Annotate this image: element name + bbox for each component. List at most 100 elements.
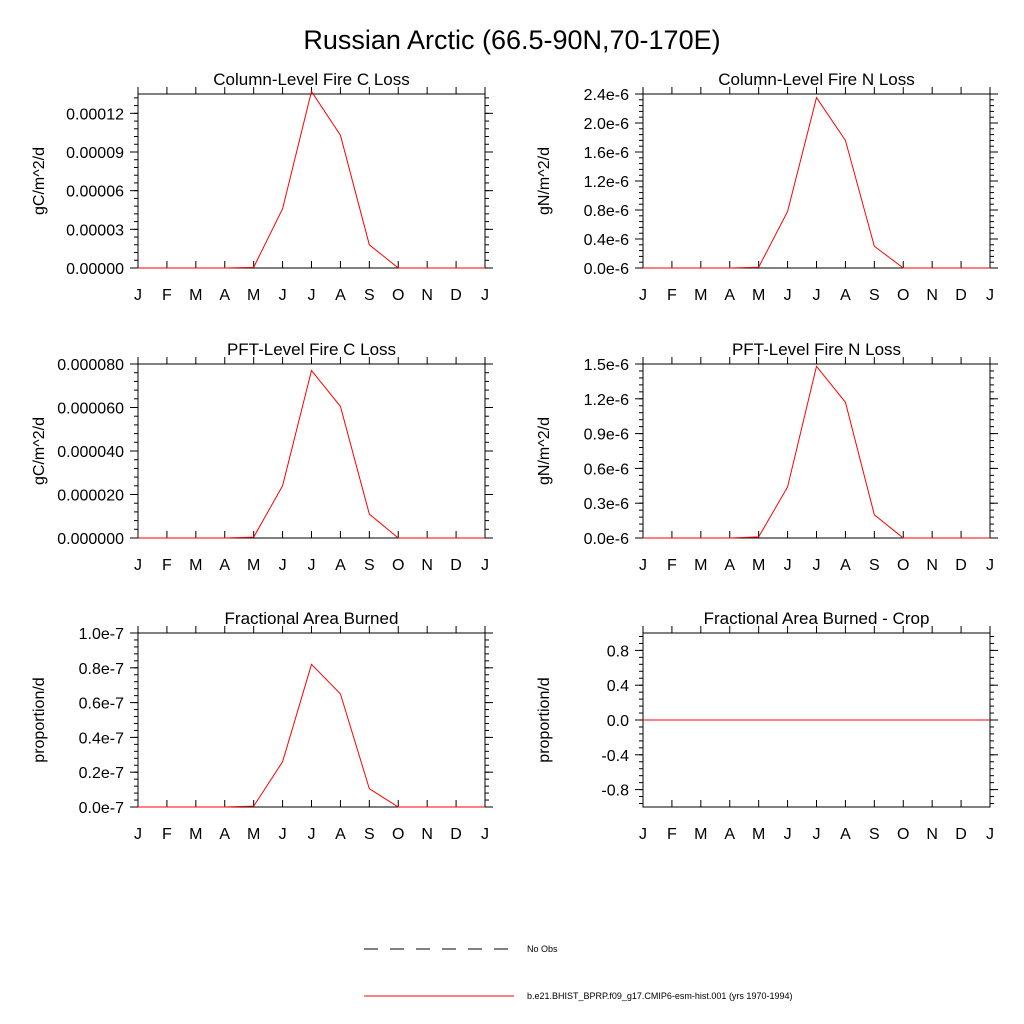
x-tick-label: J <box>986 826 994 843</box>
x-tick-label: N <box>926 557 938 574</box>
legend-obs-label: No Obs <box>527 944 558 954</box>
y-tick-label: 0.0 <box>607 713 629 730</box>
y-tick-label: 0.000080 <box>57 357 124 374</box>
data-point <box>932 719 933 720</box>
data-point <box>845 140 846 141</box>
data-point <box>816 366 817 367</box>
panel-title: PFT-Level Fire N Loss <box>732 340 901 359</box>
x-tick-label: S <box>869 287 880 304</box>
x-tick-label: M <box>752 557 765 574</box>
x-tick-label: S <box>869 557 880 574</box>
data-point <box>398 806 399 807</box>
x-tick-label: J <box>986 557 994 574</box>
x-tick-label: F <box>667 557 677 574</box>
data-point <box>758 719 759 720</box>
x-tick-label: M <box>247 287 260 304</box>
y-tick-label: 0.000000 <box>57 531 124 548</box>
x-tick-label: J <box>134 557 142 574</box>
data-point <box>195 537 196 538</box>
data-point <box>282 485 283 486</box>
x-tick-label: M <box>189 287 202 304</box>
x-tick-label: O <box>897 287 909 304</box>
data-point <box>369 244 370 245</box>
y-tick-label: 0.0e-7 <box>79 800 124 817</box>
y-tick-label: 0.4e-6 <box>584 232 629 249</box>
x-tick-label: J <box>639 826 647 843</box>
data-point <box>816 719 817 720</box>
data-point <box>642 719 643 720</box>
data-point <box>311 91 312 92</box>
y-axis-label: gC/m^2/d <box>31 417 48 485</box>
x-tick-label: J <box>784 557 792 574</box>
x-tick-label: J <box>639 557 647 574</box>
data-point <box>989 267 990 268</box>
data-point <box>729 537 730 538</box>
y-tick-label: 0.6e-6 <box>584 461 629 478</box>
data-point <box>224 537 225 538</box>
data-point <box>398 537 399 538</box>
data-point <box>427 537 428 538</box>
x-tick-label: N <box>421 287 433 304</box>
main-title: Russian Arctic (66.5-90N,70-170E) <box>303 25 720 55</box>
x-tick-label: M <box>189 557 202 574</box>
panel-title: Fractional Area Burned - Crop <box>704 609 930 628</box>
x-tick-label: A <box>724 287 735 304</box>
data-point <box>787 486 788 487</box>
data-point <box>758 536 759 537</box>
x-tick-label: N <box>926 287 938 304</box>
data-point <box>195 806 196 807</box>
x-tick-label: J <box>481 287 489 304</box>
x-tick-label: A <box>335 826 346 843</box>
y-tick-label: 0.8e-7 <box>79 661 124 678</box>
x-tick-label: O <box>392 287 404 304</box>
x-tick-label: J <box>784 287 792 304</box>
data-point <box>282 208 283 209</box>
x-tick-label: F <box>667 826 677 843</box>
x-tick-label: J <box>308 826 316 843</box>
x-tick-label: D <box>955 826 967 843</box>
y-tick-label: 0.4 <box>607 678 629 695</box>
x-tick-label: F <box>667 287 677 304</box>
data-point <box>137 806 138 807</box>
data-point <box>224 267 225 268</box>
y-tick-label: 0.0e-6 <box>584 261 629 278</box>
series-line <box>138 369 485 539</box>
data-point <box>671 267 672 268</box>
x-tick-label: M <box>247 557 260 574</box>
y-tick-label: -0.8 <box>601 783 629 800</box>
data-point <box>137 537 138 538</box>
data-point <box>311 664 312 665</box>
data-point <box>642 537 643 538</box>
x-tick-label: J <box>134 826 142 843</box>
y-tick-label: -0.4 <box>601 748 629 765</box>
data-point <box>195 267 196 268</box>
x-tick-label: M <box>247 826 260 843</box>
data-point <box>700 537 701 538</box>
y-tick-label: 0.8e-6 <box>584 203 629 220</box>
data-point <box>845 402 846 403</box>
x-tick-label: D <box>450 287 462 304</box>
y-tick-label: 0.00000 <box>66 261 124 278</box>
data-point <box>787 211 788 212</box>
x-tick-label: J <box>986 287 994 304</box>
data-point <box>903 267 904 268</box>
x-tick-label: S <box>869 826 880 843</box>
plot-frame <box>642 363 991 539</box>
x-tick-label: A <box>335 287 346 304</box>
x-tick-label: J <box>279 287 287 304</box>
x-tick-label: M <box>694 287 707 304</box>
y-tick-label: 1.2e-6 <box>584 174 629 191</box>
data-point <box>224 806 225 807</box>
data-point <box>340 693 341 694</box>
x-tick-label: M <box>189 826 202 843</box>
data-point <box>671 719 672 720</box>
data-point <box>960 537 961 538</box>
plot-frame <box>137 93 486 269</box>
series-line <box>138 663 485 808</box>
x-tick-label: A <box>219 826 230 843</box>
x-tick-label: N <box>421 557 433 574</box>
